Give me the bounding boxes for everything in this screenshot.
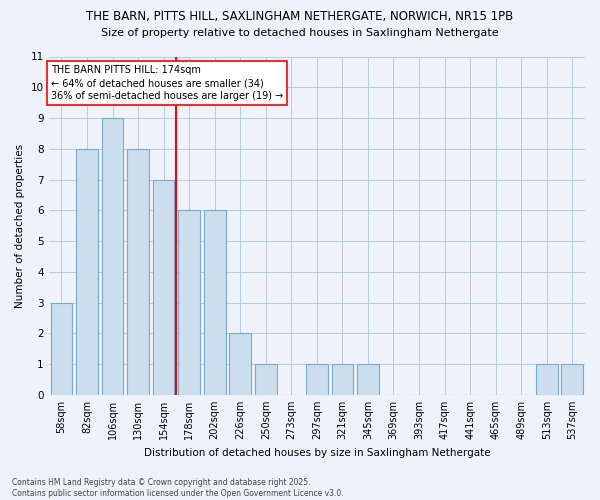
- Bar: [562, 364, 583, 395]
- Text: Size of property relative to detached houses in Saxlingham Nethergate: Size of property relative to detached ho…: [101, 28, 499, 38]
- Y-axis label: Number of detached properties: Number of detached properties: [15, 144, 25, 308]
- Bar: [357, 364, 379, 395]
- Bar: [127, 149, 149, 395]
- Text: THE BARN, PITTS HILL, SAXLINGHAM NETHERGATE, NORWICH, NR15 1PB: THE BARN, PITTS HILL, SAXLINGHAM NETHERG…: [86, 10, 514, 23]
- Bar: [255, 364, 277, 395]
- Bar: [536, 364, 557, 395]
- Text: Contains HM Land Registry data © Crown copyright and database right 2025.
Contai: Contains HM Land Registry data © Crown c…: [12, 478, 344, 498]
- X-axis label: Distribution of detached houses by size in Saxlingham Nethergate: Distribution of detached houses by size …: [143, 448, 490, 458]
- Bar: [204, 210, 226, 395]
- Text: THE BARN PITTS HILL: 174sqm
← 64% of detached houses are smaller (34)
36% of sem: THE BARN PITTS HILL: 174sqm ← 64% of det…: [52, 65, 284, 102]
- Bar: [101, 118, 124, 395]
- Bar: [50, 302, 72, 395]
- Bar: [306, 364, 328, 395]
- Bar: [229, 334, 251, 395]
- Bar: [178, 210, 200, 395]
- Bar: [76, 149, 98, 395]
- Bar: [332, 364, 353, 395]
- Bar: [153, 180, 175, 395]
